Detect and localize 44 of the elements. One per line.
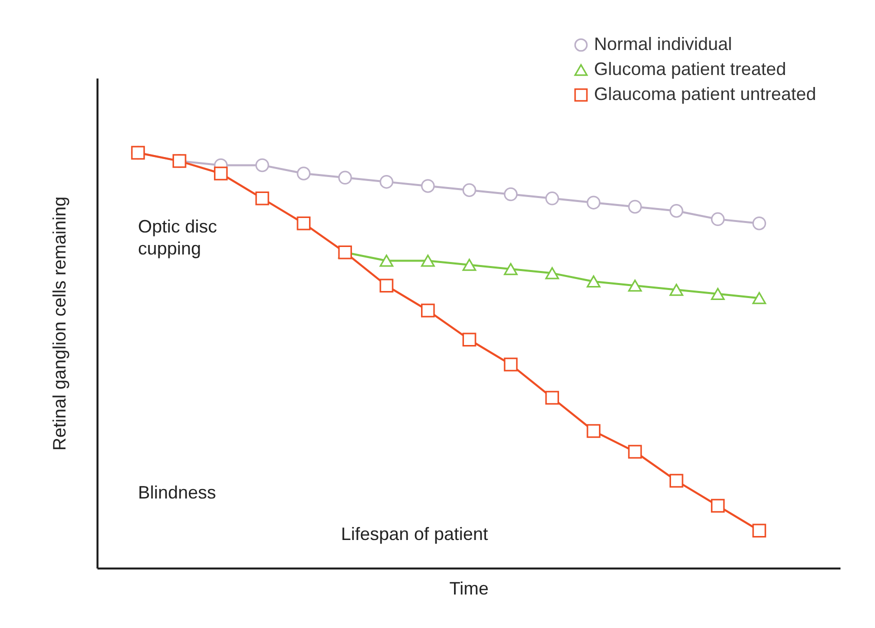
y-axis-title: Retinal ganglion cells remaining: [50, 196, 70, 451]
point: [421, 254, 435, 267]
point: [380, 254, 394, 267]
point: [752, 216, 766, 230]
point: [296, 216, 311, 230]
point: [710, 212, 725, 226]
point: [670, 204, 684, 218]
point: [421, 304, 435, 318]
point: [710, 498, 725, 513]
point: [504, 358, 518, 372]
point: [380, 174, 394, 189]
point: [586, 424, 600, 438]
point: [670, 284, 684, 296]
point: [214, 166, 228, 180]
point: [752, 292, 766, 304]
legend-label: Normal individual: [594, 34, 732, 54]
legend-label: Glaucoma patient untreated: [594, 84, 816, 104]
point: [504, 262, 518, 276]
x-axis-title: Time: [449, 578, 489, 598]
point: [545, 192, 560, 206]
point: [462, 183, 476, 197]
annotation: Blindness: [138, 482, 216, 502]
point: [545, 390, 560, 405]
point: [752, 524, 766, 538]
point: [586, 275, 600, 288]
point: [710, 288, 725, 300]
point: [628, 200, 642, 214]
legend-label: Glucoma patient treated: [594, 59, 786, 79]
point: [545, 267, 560, 280]
point: [421, 179, 435, 193]
point: [462, 258, 476, 271]
annotation: Optic disc cupping: [138, 216, 218, 258]
point: [670, 474, 684, 488]
point: [586, 196, 600, 210]
point: [380, 278, 394, 292]
point: [628, 280, 642, 292]
annotation: Lifespan of patient: [340, 524, 488, 544]
point: [255, 192, 270, 206]
point: [296, 166, 311, 180]
point: [504, 187, 518, 202]
point: [628, 444, 642, 459]
point: [255, 158, 270, 172]
point: [338, 170, 352, 185]
point: [462, 332, 476, 346]
